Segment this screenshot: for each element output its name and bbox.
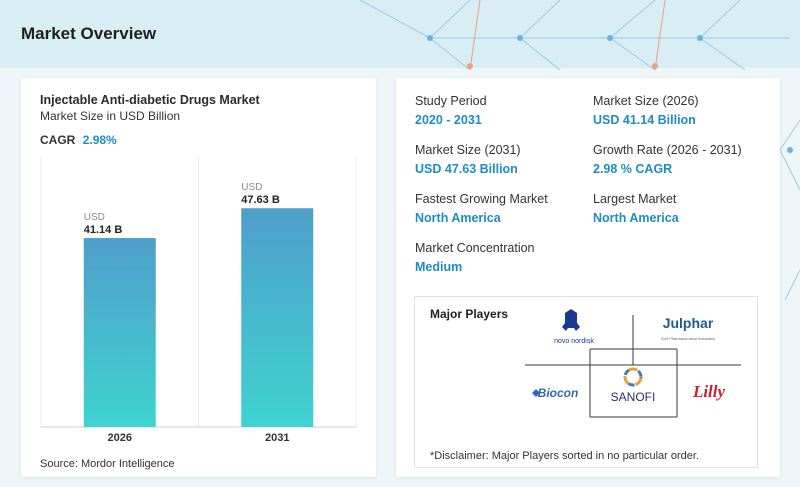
major-players-logos: novo nordisk Julphar Gulf Pharmaceutical… — [525, 309, 741, 418]
julphar-name: Julphar — [663, 315, 714, 331]
bar-2026 — [83, 238, 156, 427]
bar-2031 — [241, 208, 314, 427]
chart-title: Injectable Anti-diabetic Drugs Market — [40, 93, 260, 107]
stat-value: USD 41.14 Billion — [593, 113, 696, 127]
stat-label: Largest Market — [593, 192, 677, 206]
x-tick-label: 2026 — [108, 432, 132, 444]
players-disclaimer: *Disclaimer: Major Players sorted in no … — [430, 450, 699, 462]
stat-label: Market Concentration — [415, 241, 535, 255]
chart-card: Injectable Anti-diabetic Drugs Market Ma… — [21, 78, 376, 477]
cagr-label: CAGR — [40, 133, 76, 147]
stat-study-period: Study Period 2020 - 2031 — [415, 94, 487, 127]
stat-label: Fastest Growing Market — [415, 192, 548, 206]
novo-nordisk-name: novo nordisk — [554, 338, 594, 345]
stats-card: Study Period 2020 - 2031 Market Size (20… — [396, 78, 780, 477]
stat-growth-rate: Growth Rate (2026 - 2031) 2.98 % CAGR — [593, 143, 742, 176]
stat-value: 2020 - 2031 — [415, 113, 482, 127]
chart-subtitle: Market Size in USD Billion — [40, 109, 181, 123]
sanofi-name: SANOFI — [611, 390, 656, 404]
julphar-logo: Julphar Gulf Pharmaceutical Industries — [661, 315, 715, 341]
stat-value: Medium — [415, 260, 463, 274]
stat-value: USD 47.63 Billion — [415, 162, 518, 176]
stat-market-concentration: Market Concentration Medium — [415, 241, 535, 274]
page-title: Market Overview — [21, 24, 157, 43]
bar-value-prefix: USD — [241, 182, 262, 193]
lilly-logo: Lilly — [692, 382, 726, 401]
chart-source: Source: Mordor Intelligence — [40, 458, 175, 470]
novo-nordisk-bull-logo: novo nordisk — [554, 309, 594, 345]
bar-value-prefix: USD — [84, 212, 105, 223]
stat-value: 2.98 % CAGR — [593, 162, 673, 176]
major-players-title: Major Players — [430, 307, 509, 321]
stat-fastest-growing-market: Fastest Growing Market North America — [415, 192, 548, 225]
sanofi-logo: SANOFI — [611, 367, 656, 404]
stat-market-size-2031: Market Size (2031) USD 47.63 Billion — [415, 143, 521, 176]
julphar-subtitle: Gulf Pharmaceutical Industries — [661, 336, 715, 341]
cagr-value: 2.98% — [82, 133, 117, 147]
bar-value-label: 41.14 B — [84, 224, 123, 236]
players-grid-lines — [525, 315, 741, 418]
biocon-logo: Biocon — [532, 386, 578, 400]
stat-label: Market Size (2031) — [415, 143, 521, 157]
biocon-name: Biocon — [538, 386, 579, 400]
stat-label: Market Size (2026) — [593, 94, 699, 108]
x-tick-label: 2031 — [265, 432, 289, 444]
stat-label: Growth Rate (2026 - 2031) — [593, 143, 742, 157]
cagr-row: CAGR 2.98% — [40, 133, 117, 147]
lilly-name: Lilly — [692, 382, 726, 401]
stat-value: North America — [415, 211, 501, 225]
major-players-box: novo nordisk Julphar Gulf Pharmaceutical… — [414, 296, 758, 468]
stat-market-size-2026: Market Size (2026) USD 41.14 Billion — [593, 94, 699, 127]
stat-largest-market: Largest Market North America — [593, 192, 679, 225]
bar-value-label: 47.63 B — [241, 194, 280, 206]
stat-value: North America — [593, 211, 679, 225]
stat-label: Study Period — [415, 94, 487, 108]
